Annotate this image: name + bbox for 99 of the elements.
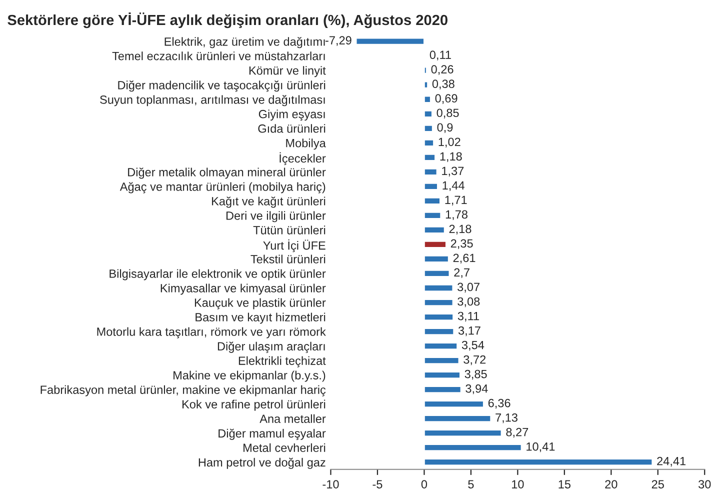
y-tick-label: Tekstil ürünleri [250,254,326,264]
bar [424,110,433,118]
data-label: -7,29 [326,36,352,46]
bar [424,284,454,292]
data-label: 1,18 [440,152,462,162]
x-tick-label: -10 [322,480,339,488]
y-tick-label: Suyun toplanması, arıtılması ve dağıtılması [100,95,325,106]
bar [424,240,447,248]
y-tick-label: Ham petrol ve doğal gaz [198,458,326,469]
y-tick-label: Metal cevherleri [244,443,326,452]
bar [424,270,450,278]
y-tick-label: Kauçuk ve plastik ürünler [194,298,326,310]
data-label: 1,37 [442,166,464,176]
data-label: 3,11 [458,312,479,322]
x-tick-label: 0 [421,480,428,488]
y-tick-label: Kömür ve linyit [249,66,326,78]
bar [424,414,492,423]
x-tick-label: 15 [558,480,570,488]
data-label: 1,44 [442,181,464,191]
x-tick-label: 20 [605,480,618,488]
y-tick-label: Yurt İçi ÜFE [263,239,326,252]
y-tick-label: Diğer mamul eşyalar [218,428,326,440]
bar [424,95,432,104]
data-label: 3,08 [458,297,480,308]
y-tick-label: Kimyasallar ve kimyasal ürünler [160,284,326,295]
bar [424,255,450,263]
data-label: 7,13 [496,413,518,424]
data-label: 1,71 [445,196,467,206]
chart-title: Sektörlere göre Yİ-ÜFE aylık değişim oranları (%), Ağustos 2020 [8,12,448,28]
data-label: 8,27 [506,428,528,438]
data-label: 3,85 [464,370,487,380]
y-tick-label: Tütün ürünleri [253,226,326,234]
bar [424,168,438,176]
data-label: 0,38 [432,80,454,90]
bar [424,196,441,205]
y-tick-label: Ağaç ve mantar ürünleri (mobilya hariç) [120,182,326,194]
bar [424,342,458,350]
data-label: 10,41 [526,442,555,452]
data-label: 24,41 [657,456,686,467]
data-label: 0,26 [431,65,454,75]
y-tick-label: İçecekler [280,152,326,166]
y-tick-label: Temel eczacılık ürünleri ve müstahzarları [112,52,325,60]
data-label: 0,11 [430,50,451,60]
data-label: 6,36 [488,398,510,409]
bar [424,400,484,408]
y-tick-label: Motorlu kara taşıtları, römork ve yarı römork [97,327,326,338]
x-tick-label: 10 [512,480,524,488]
data-label: 3,17 [458,326,480,336]
bar [424,444,522,452]
y-tick-label: Basım ve kayıt hizmetleri [196,312,326,324]
x-tick-label: 5 [468,480,474,488]
bar [424,182,438,190]
bar [424,298,454,306]
y-tick-label: Ana metaller [260,414,326,423]
y-tick-label: Kağıt ve kağıt ürünleri [212,196,326,208]
y-tick-label: Gıda ürünleri [258,124,326,133]
data-label: 2,61 [453,254,476,264]
y-tick-label: Makine ve ekipmanlar (b.y.s.) [174,370,326,382]
data-label: 3,07 [458,282,480,293]
x-tick-label: 30 [698,480,711,488]
y-tick-label: Diğer madencilik ve taşocakçığı ürünleri [118,80,326,92]
x-tick-label: 25 [652,480,664,488]
y-tick-label: Deri ve ilgili ürünler [226,211,326,222]
data-label: 1,02 [438,138,460,148]
bar [424,226,446,234]
bar [424,458,654,466]
data-label: 2,18 [449,224,472,235]
data-label: 0,69 [435,94,458,104]
bar [424,138,434,147]
y-tick-label: Kok ve rafine petrol ürünleri [182,400,326,411]
data-label: 1,78 [446,210,468,220]
data-label: 0,9 [437,123,453,133]
y-tick-label: Mobilya [286,138,326,150]
y-tick-label: Elektrik, gaz üretim ve dağıtımı [164,36,325,48]
data-label: 3,54 [462,340,484,351]
data-label: 2,35 [450,239,473,250]
bar [424,124,434,132]
y-tick-label: Bilgisayarlar ile elektronik ve optik ürünler [110,269,326,280]
bar [424,328,455,336]
data-label: 2,7 [454,268,470,278]
y-tick-label: Fabrikasyon metal ürünler, makine ve ekipmanlar hariç [40,385,326,396]
data-label: 3,94 [466,384,488,394]
bar [424,66,428,74]
data-label: 3,72 [464,355,486,366]
bar [424,386,462,394]
y-tick-label: Giyim eşyası [258,110,325,121]
y-tick-label: Diğer ulaşım araçları [218,342,325,353]
bar [424,371,461,380]
x-tick-label: -5 [372,480,382,488]
bar [424,313,454,321]
y-tick-label: Elektrikli teçhizat [238,356,326,368]
data-label: 0,85 [436,108,459,118]
bar [424,211,442,220]
bar [355,37,425,46]
bar [424,80,428,89]
bar [424,356,460,365]
bar [424,429,502,438]
bar [424,153,436,162]
y-tick-label: Diğer metalik olmayan mineral ürünler [128,168,326,179]
